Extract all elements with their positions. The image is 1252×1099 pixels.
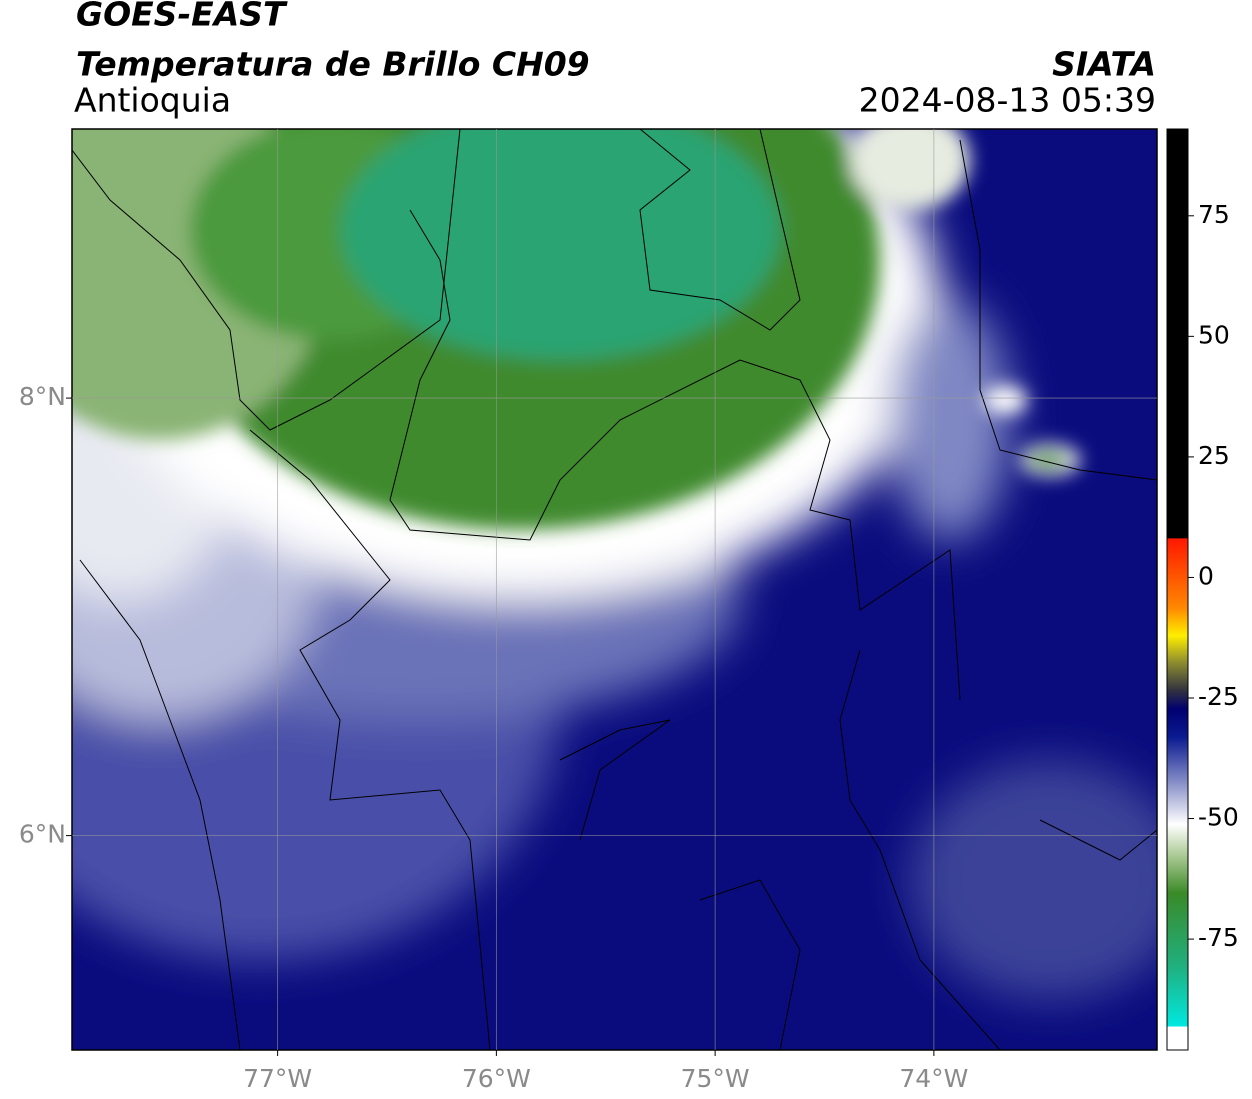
x-tick-label: 76°W (462, 1064, 531, 1093)
x-tick-label: 74°W (899, 1064, 968, 1093)
borders (72, 129, 1157, 1050)
product: Temperatura de Brillo CH09 (76, 45, 590, 84)
colorbar (1166, 128, 1189, 1051)
x-tick-label: 75°W (681, 1064, 750, 1093)
colorbar-tick-label: 75 (1198, 200, 1230, 229)
x-tick-label: 77°W (243, 1064, 312, 1093)
source: SIATA (1052, 45, 1156, 84)
title: GOES-EAST (76, 0, 288, 34)
colorbar-tick-label: 50 (1198, 320, 1230, 349)
colorbar-tick-label: -50 (1198, 803, 1239, 832)
timestamp: 2024-08-13 05:39 (859, 81, 1156, 120)
colorbar-tick-label: 25 (1198, 441, 1230, 470)
colorbar-tick-label: 0 (1198, 561, 1214, 590)
colorbar-tick-label: -75 (1198, 923, 1239, 952)
y-tick-label: 6°N (19, 820, 66, 849)
y-tick-label: 8°N (19, 382, 66, 411)
imagery (72, 129, 1157, 1050)
colorbar-tick-label: -25 (1198, 682, 1239, 711)
region: Antioquia (74, 81, 231, 120)
map-frame (71, 128, 1158, 1051)
